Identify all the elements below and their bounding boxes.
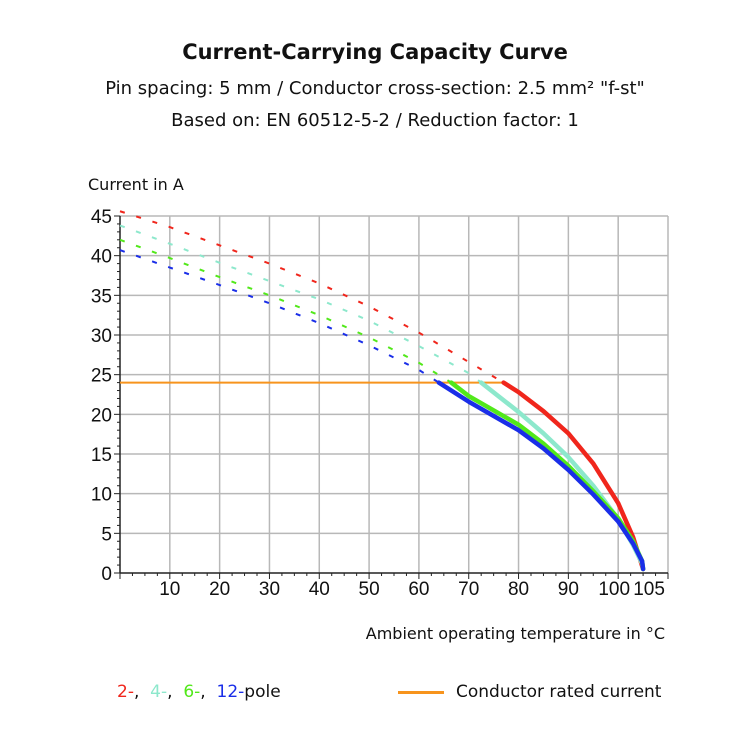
y-tick-label: 25 — [91, 366, 112, 387]
legend-rated-current-swatch — [398, 690, 444, 694]
y-tick-label: 0 — [101, 564, 112, 585]
y-axis-label: Current in A — [88, 175, 184, 194]
x-tick-label: 30 — [259, 579, 280, 600]
legend-12-pole: 12- — [216, 682, 245, 702]
x-tick-label: 50 — [359, 579, 380, 600]
chart-title: Current-Carrying Capacity Curve — [182, 40, 568, 64]
y-tick-label: 10 — [91, 485, 112, 506]
legend-poles: 2-, 4-, 6-, 12-pole — [117, 682, 281, 702]
x-tick-label: 60 — [408, 579, 429, 600]
y-tick-label: 30 — [91, 326, 112, 347]
series-2-pole-extrapolated — [119, 210, 505, 384]
series-4-pole-extrapolated — [119, 224, 482, 384]
series-12-pole-extrapolated — [119, 249, 440, 384]
y-tick-label: 5 — [101, 524, 112, 545]
x-tick-label: 100 — [598, 579, 630, 600]
x-tick-label: 20 — [209, 579, 230, 600]
x-tick-label: 90 — [558, 579, 579, 600]
legend-4-pole: 4- — [150, 682, 168, 702]
legend-rated-current-label: Conductor rated current — [456, 682, 662, 702]
y-tick-label: 35 — [91, 286, 112, 307]
x-axis-label: Ambient operating temperature in °C — [365, 624, 665, 643]
legend-6-pole: 6- — [183, 682, 201, 702]
series-12-pole-curve — [436, 380, 646, 572]
legend-2-pole: 2- — [117, 682, 134, 702]
legend-pole-suffix: pole — [244, 682, 281, 702]
y-tick-label: 20 — [91, 405, 112, 426]
x-tick-label: 10 — [159, 579, 180, 600]
y-tick-label: 45 — [91, 207, 112, 228]
x-tick-label: 70 — [458, 579, 479, 600]
chart-subtitle-1: Pin spacing: 5 mm / Conductor cross-sect… — [105, 78, 645, 99]
x-tick-label: 40 — [309, 579, 330, 600]
y-tick-label: 40 — [91, 247, 112, 268]
chart-subtitle-2: Based on: EN 60512-5-2 / Reduction facto… — [171, 110, 579, 131]
y-tick-label: 15 — [91, 445, 112, 466]
legend-rated-current: Conductor rated current — [398, 682, 661, 702]
x-tick-label: 80 — [508, 579, 529, 600]
x-tick-label: 105 — [633, 579, 665, 600]
